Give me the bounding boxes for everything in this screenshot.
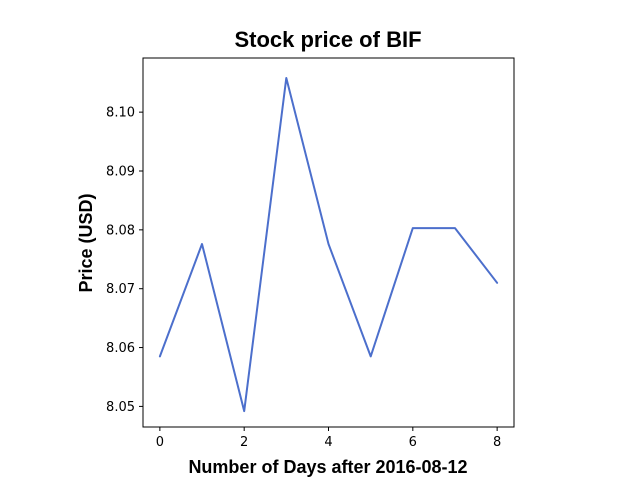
y-tick-label-2: 8.07 [106, 282, 135, 297]
x-axis-label: Number of Days after 2016-08-12 [188, 457, 467, 477]
y-axis-label: Price (USD) [76, 193, 96, 292]
y-tick-label-3: 8.08 [106, 223, 135, 238]
series-line-0 [158, 77, 499, 413]
y-tick-label-0: 8.05 [106, 400, 135, 415]
y-tick-label-4: 8.09 [106, 164, 135, 179]
chart-title: Stock price of BIF [234, 27, 421, 52]
x-tick-label-4: 4 [324, 435, 332, 450]
x-tick-label-6: 6 [409, 435, 417, 450]
x-tick-label-2: 2 [240, 435, 248, 450]
x-tick-label-8: 8 [493, 435, 501, 450]
y-tick-label-1: 8.06 [106, 341, 135, 356]
y-tick-label-5: 8.10 [106, 106, 135, 121]
plot-area: 0 2 4 6 8 8.05 8.06 8.07 8.08 8.09 8.10 [106, 57, 515, 450]
x-tick-label-0: 0 [156, 435, 164, 450]
